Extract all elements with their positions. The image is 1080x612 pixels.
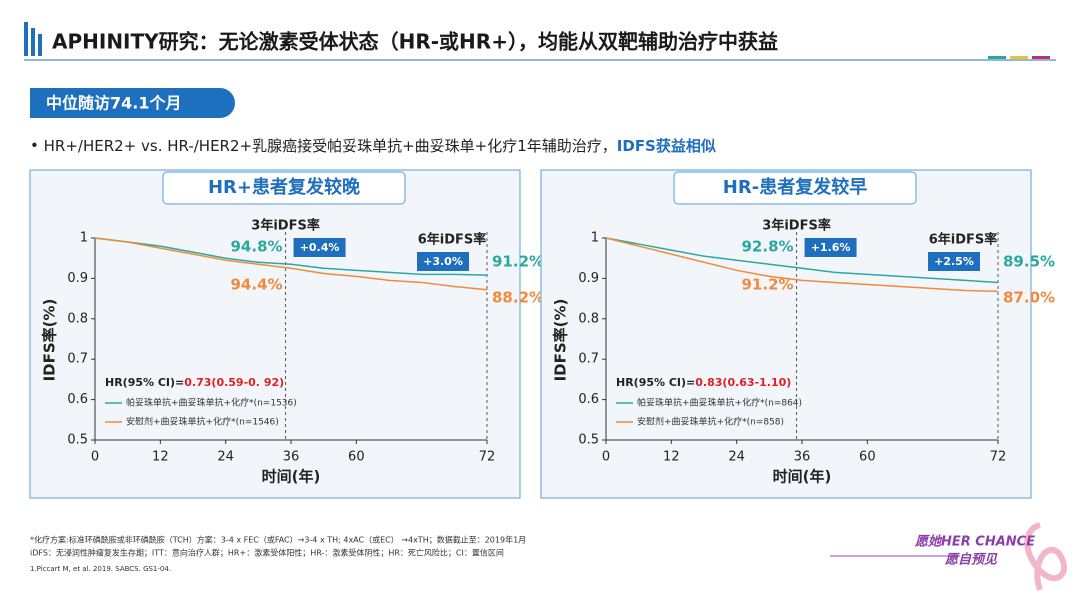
x-axis-label: 时间(年) xyxy=(773,468,832,486)
header-bar xyxy=(31,28,35,56)
panel-title-box xyxy=(162,171,406,205)
km-curve xyxy=(94,237,488,291)
panel-title: HR+患者复发较晚 xyxy=(208,176,360,198)
rate-label: 94.8% xyxy=(231,238,283,256)
deco xyxy=(1010,56,1028,59)
footnote: 1.Piccart M, et al. 2019. SABCS. GS1-04. xyxy=(30,565,171,573)
diff-label: +0.4% xyxy=(300,241,340,254)
diff-label: +1.6% xyxy=(811,241,851,254)
y-tick-label: 0.5 xyxy=(67,433,88,448)
diff-label: +2.5% xyxy=(934,255,974,268)
x-tick-label: 0 xyxy=(602,450,610,465)
x-tick-label: 60 xyxy=(859,450,876,465)
x-tick-label: 12 xyxy=(663,450,680,465)
badge-bg xyxy=(30,88,235,118)
bullet-text: HR+/HER2+ vs. HR-/HER2+乳腺癌接受帕妥珠单抗+曲妥珠单+化… xyxy=(44,137,617,155)
badge-text: 中位随访74.1个月 xyxy=(46,94,181,113)
hr-text: HR(95% CI)=0.83(0.63-1.10) xyxy=(616,376,791,389)
legend-label: 安慰剂+曲妥珠单抗+化疗*(n=1546) xyxy=(126,416,279,428)
x-tick-label: 0 xyxy=(91,450,99,465)
x-tick-label: 60 xyxy=(348,450,365,465)
y-tick-label: 0.6 xyxy=(67,392,88,407)
y-tick-label: 1 xyxy=(80,231,88,246)
y-tick-label: 1 xyxy=(591,231,599,246)
ref-label: 3年iDFS率 xyxy=(762,218,831,234)
y-tick-label: 0.9 xyxy=(578,271,599,286)
x-axis-label: 时间(年) xyxy=(262,468,321,486)
footnote: iDFS：无浸润性肿瘤复发生存期；ITT：意向治疗人群；HR+：激素受体阳性；H… xyxy=(30,548,504,558)
x-tick-label: 24 xyxy=(217,450,234,465)
y-tick-label: 0.5 xyxy=(578,433,599,448)
legend-label: 帕妥珠单抗+曲妥珠单抗+化疗*(n=1536) xyxy=(126,397,297,409)
rate-label: 94.4% xyxy=(231,276,283,294)
km-curve xyxy=(605,237,999,293)
deco xyxy=(1032,56,1050,59)
diff-box xyxy=(804,238,857,257)
km-curve xyxy=(94,237,488,276)
x-tick-label: 36 xyxy=(283,450,300,465)
y-tick-label: 0.8 xyxy=(578,311,599,326)
hr-value: 0.73(0.59-0. 92) xyxy=(184,376,284,389)
panel xyxy=(540,169,1032,499)
ref-label: 3年iDFS率 xyxy=(251,218,320,234)
deco xyxy=(988,56,1006,59)
logo-text: 愿自预见 xyxy=(944,552,998,568)
footnote: *化疗方案:标准环磷酰胺或非环磷酰胺（TCH）方案：3-4 x FEC（或FAC… xyxy=(30,535,526,545)
panel-title-box xyxy=(673,171,917,205)
y-tick-label: 0.9 xyxy=(67,271,88,286)
bullet: • HR+/HER2+ vs. HR-/HER2+乳腺癌接受帕妥珠单抗+曲妥珠单… xyxy=(30,137,716,155)
diff-box xyxy=(417,252,469,271)
diff-box xyxy=(293,238,346,257)
x-tick-label: 24 xyxy=(728,450,745,465)
x-tick-label: 12 xyxy=(152,450,169,465)
diff-label: +3.0% xyxy=(423,255,463,268)
header-title: APHINITY研究：无论激素受体状态（HR-或HR+），均能从双靶辅助治疗中获… xyxy=(52,30,778,54)
logo-ribbon xyxy=(1024,522,1067,591)
y-tick-label: 0.7 xyxy=(67,352,88,367)
diff-box xyxy=(928,252,980,271)
hr-text: HR(95% CI)=0.73(0.59-0. 92) xyxy=(105,376,284,389)
header-bar xyxy=(24,22,28,56)
rate-label: 88.2% xyxy=(492,289,544,307)
km-curve xyxy=(605,237,999,284)
hr-label: HR(95% CI)= xyxy=(105,376,184,389)
rate-label: 91.2% xyxy=(492,253,544,271)
hr-value: 0.83(0.63-1.10) xyxy=(695,376,791,389)
header-bar xyxy=(38,34,42,56)
panel-title: HR-患者复发较早 xyxy=(723,176,867,198)
y-tick-label: 0.8 xyxy=(67,311,88,326)
panel xyxy=(29,169,521,499)
ref-label: 6年iDFS率 xyxy=(929,232,998,248)
x-tick-label: 72 xyxy=(479,450,496,465)
y-tick-label: 0.6 xyxy=(578,392,599,407)
x-tick-label: 36 xyxy=(794,450,811,465)
ref-label: 6年iDFS率 xyxy=(418,232,487,248)
bullet-highlight: IDFS获益相似 xyxy=(617,137,716,155)
legend-label: 帕妥珠单抗+曲妥珠单抗+化疗*(n=864) xyxy=(637,397,802,409)
hr-label: HR(95% CI)= xyxy=(616,376,695,389)
rate-label: 92.8% xyxy=(742,238,794,256)
legend-label: 安慰剂+曲妥珠单抗+化疗*(n=858) xyxy=(637,416,784,428)
y-tick-label: 0.7 xyxy=(578,352,599,367)
y-axis-label: IDFS率(%) xyxy=(552,299,570,382)
rate-label: 91.2% xyxy=(742,276,794,294)
rate-label: 87.0% xyxy=(1003,289,1055,307)
rate-label: 89.5% xyxy=(1003,253,1055,271)
logo-text: 愿她HER CHANCE xyxy=(914,534,1035,550)
y-axis-label: IDFS率(%) xyxy=(41,299,59,382)
x-tick-label: 72 xyxy=(990,450,1007,465)
